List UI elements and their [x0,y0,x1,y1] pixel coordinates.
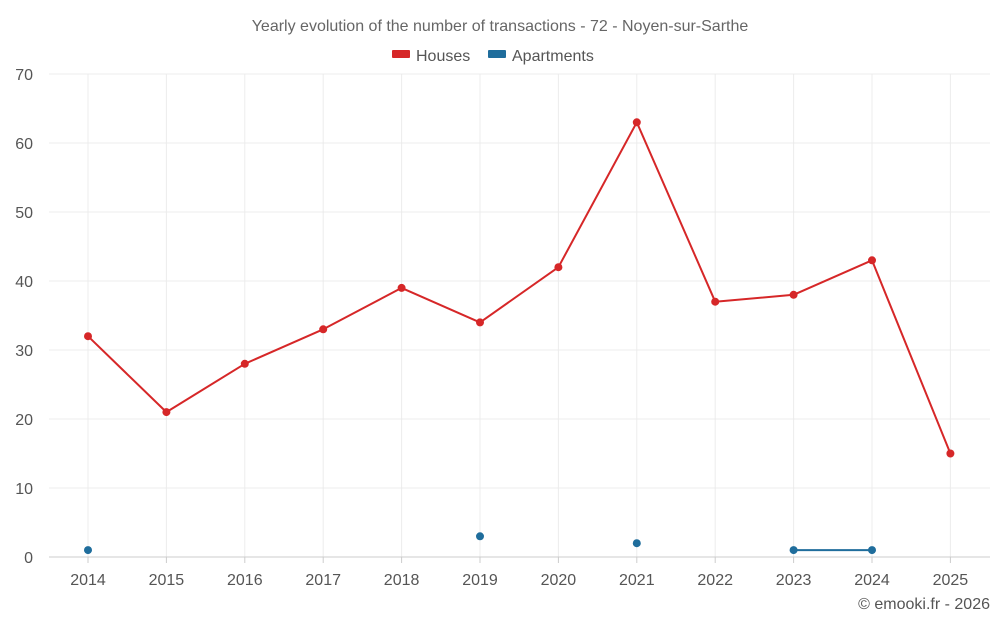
y-tick-label: 70 [15,67,33,84]
data-point-houses-2016[interactable] [240,359,249,368]
data-point-houses-2020[interactable] [554,263,563,272]
data-point-houses-2019[interactable] [476,318,484,327]
data-point-houses-2023[interactable] [789,290,798,299]
x-tick-label: 2025 [933,572,969,589]
data-point-houses-2018[interactable] [397,283,406,292]
x-tick-label: 2017 [305,572,341,589]
data-point-apartments-2014[interactable] [84,546,92,555]
chart-title: Yearly evolution of the number of transa… [252,18,749,35]
y-tick-label: 60 [15,136,33,153]
y-tick-label: 10 [15,481,33,498]
y-tick-label: 40 [15,274,33,291]
y-tick-label: 20 [15,412,33,429]
legend: Houses Apartments [392,48,594,65]
series-apartments [84,532,876,555]
data-point-houses-2014[interactable] [84,332,92,341]
x-tick-label: 2014 [70,572,106,589]
axes: 0 10 20 30 40 50 60 70 2014 2015 2016 2017 2018 2019 2… [15,67,990,589]
y-tick-label: 30 [15,343,33,360]
x-tick-label: 2020 [541,572,577,589]
legend-swatch-houses [392,50,410,58]
x-tick-label: 2024 [854,572,890,589]
legend-item-houses[interactable]: Houses [392,48,470,65]
x-tick-label: 2019 [462,572,498,589]
y-tick-label: 0 [24,550,33,567]
credit-text: © emooki.fr - 2026 [858,596,990,613]
data-point-apartments-2023[interactable] [789,546,798,555]
series-houses [84,118,955,458]
data-point-houses-2022[interactable] [711,297,720,306]
x-tick-label: 2016 [227,572,263,589]
y-tick-label: 50 [15,205,33,222]
series [84,118,955,555]
x-tick-label: 2022 [697,572,733,589]
data-point-apartments-2021[interactable] [632,539,641,548]
legend-label-houses: Houses [416,48,470,65]
data-point-houses-2025[interactable] [946,449,955,458]
data-point-houses-2024[interactable] [868,256,876,265]
series-line-houses [87,121,952,454]
x-tick-label: 2015 [149,572,185,589]
data-point-houses-2015[interactable] [162,408,171,417]
grid [49,73,990,558]
data-point-apartments-2019[interactable] [476,532,484,541]
legend-swatch-apartments [488,50,506,58]
data-point-apartments-2024[interactable] [868,546,876,555]
x-tick-label: 2018 [384,572,420,589]
data-point-houses-2017[interactable] [319,325,328,334]
data-point-houses-2021[interactable] [632,118,641,127]
x-tick-label: 2021 [619,572,655,589]
legend-label-apartments: Apartments [512,48,594,65]
legend-item-apartments[interactable]: Apartments [488,48,594,65]
x-tick-label: 2023 [776,572,812,589]
